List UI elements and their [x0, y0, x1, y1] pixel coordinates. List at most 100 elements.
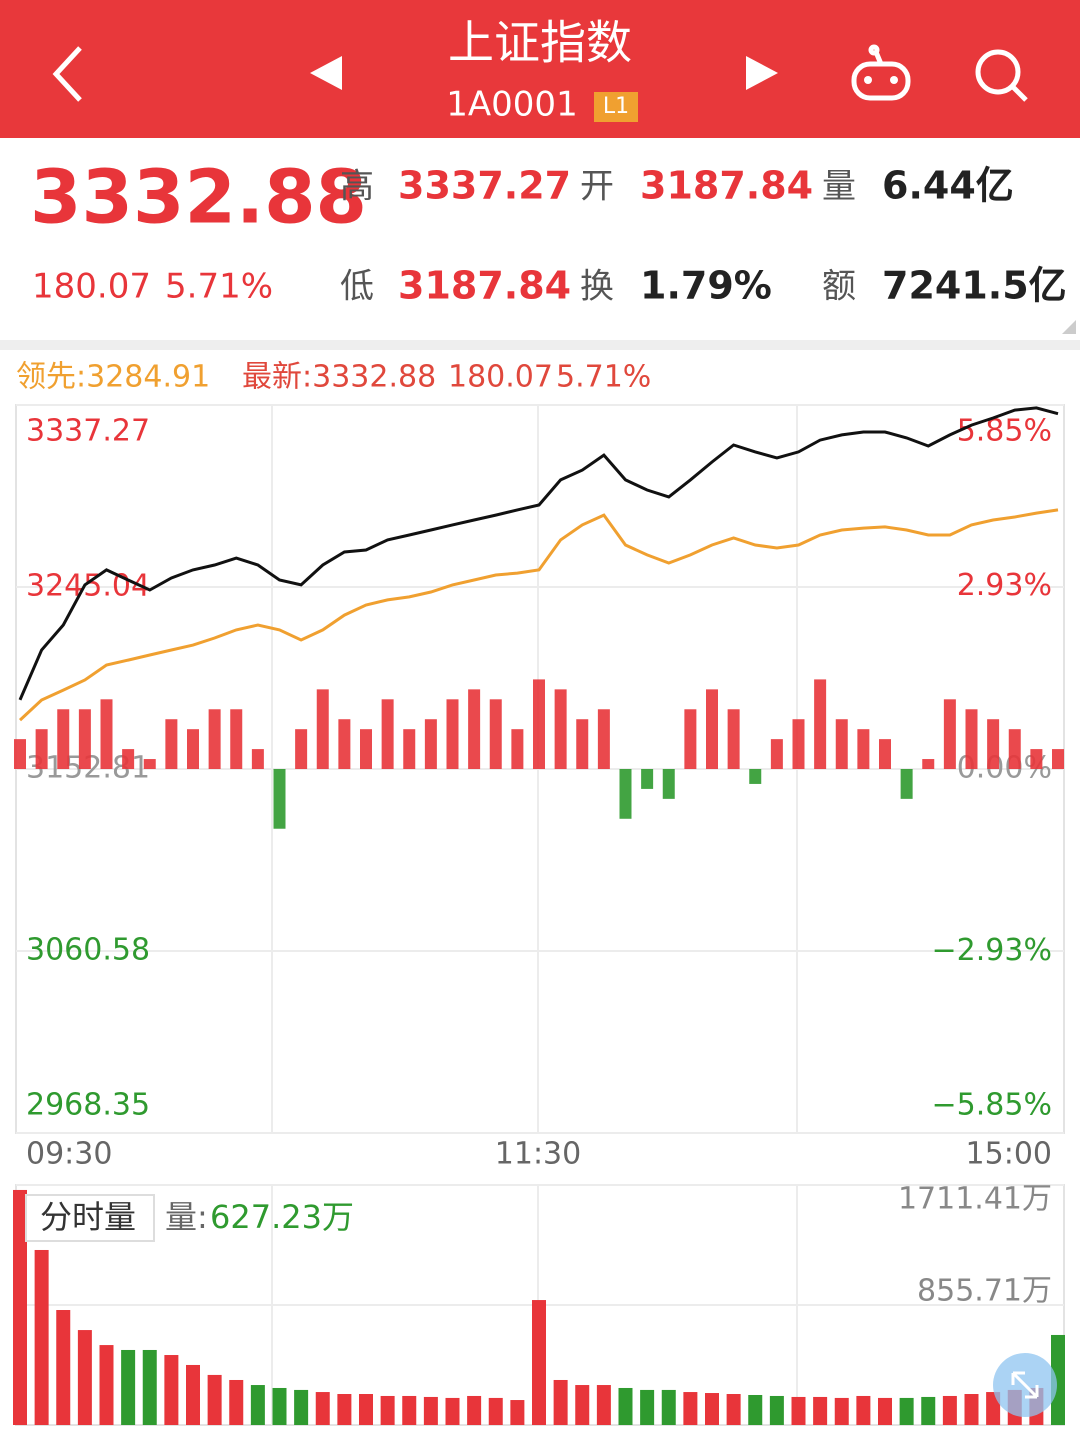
- prev-button[interactable]: [310, 56, 342, 90]
- volume-bar: [56, 1310, 71, 1425]
- volume-bar: [402, 1395, 417, 1425]
- indicator-bar: [78, 709, 91, 769]
- title: 上证指数: [448, 16, 632, 70]
- volume-bar: [726, 1394, 741, 1425]
- robot-button[interactable]: [851, 44, 911, 101]
- volume-bar: [77, 1330, 92, 1425]
- indicator-bar: [1008, 729, 1021, 769]
- x-tick-label: 11:30: [495, 1137, 581, 1172]
- legend-pct: 5.71%: [556, 360, 651, 395]
- indicator-bar: [943, 699, 956, 769]
- indicator-bar: [879, 739, 891, 769]
- expand-icon: [1011, 1371, 1039, 1399]
- change: 180.07: [32, 267, 151, 307]
- volume-bar: [596, 1385, 611, 1425]
- code: 1A0001: [446, 85, 577, 125]
- field-value: 6.44亿: [882, 164, 1014, 208]
- indicator-bar: [619, 769, 632, 819]
- volume-bar: [769, 1395, 784, 1425]
- volume-tick-label: 855.71万: [917, 1273, 1052, 1308]
- pct: 5.71%: [165, 267, 273, 307]
- volume-bar: [359, 1394, 373, 1425]
- indicator-bar: [684, 709, 697, 769]
- volume-bar: [964, 1394, 979, 1425]
- volume-title: 分时量: [40, 1198, 136, 1236]
- volume-bar: [899, 1397, 914, 1425]
- legend-change: 180.07: [448, 360, 553, 395]
- volume-bar: [1051, 1334, 1065, 1425]
- volume-bar: [337, 1394, 352, 1425]
- y-tick-label: 3060.58: [26, 933, 150, 968]
- search-button[interactable]: [975, 49, 1028, 102]
- field-value: 7241.5亿: [882, 264, 1067, 308]
- indicator-bar: [122, 749, 135, 769]
- indicator-bar: [597, 709, 610, 769]
- field-label: 高: [340, 167, 374, 207]
- indicator-bar: [922, 759, 935, 769]
- robot-eye: [864, 76, 872, 84]
- volume-bar: [142, 1349, 157, 1425]
- indicator-bar: [57, 709, 70, 769]
- indicator-bar: [338, 719, 351, 769]
- field-value: 1.79%: [640, 264, 772, 308]
- volume-bar: [878, 1397, 892, 1425]
- field-label: 开: [580, 167, 614, 207]
- indicator-bar: [554, 689, 567, 769]
- indicator-bar: [641, 769, 654, 789]
- volume-bar: [813, 1396, 828, 1425]
- volume-bar: [986, 1392, 1001, 1425]
- indicator-bar: [273, 769, 286, 829]
- volume-bar: [683, 1392, 698, 1425]
- field-value: 3337.27: [398, 164, 571, 208]
- volume-bar: [532, 1300, 546, 1425]
- indicator-bar: [965, 709, 978, 769]
- indicator-bar: [662, 769, 675, 799]
- indicator-bar: [835, 719, 848, 769]
- volume-bar: [272, 1387, 287, 1425]
- volume-bar: [510, 1400, 525, 1425]
- robot-eye: [890, 76, 898, 84]
- price-line: [18, 406, 1059, 701]
- indicator-bar: [770, 739, 783, 769]
- indicator-bar: [468, 689, 481, 769]
- volume-bar: [315, 1392, 330, 1425]
- y-tick-label: 2968.35: [26, 1088, 150, 1123]
- volume-bar: [618, 1387, 633, 1425]
- x-tick-label: 15:00: [966, 1137, 1052, 1172]
- next-button[interactable]: [746, 56, 778, 90]
- volume-bar: [380, 1395, 395, 1425]
- indicator-bar: [792, 719, 805, 769]
- field-value: 3187.84: [640, 164, 813, 208]
- legend-lead: 领先:3284.91: [16, 360, 210, 395]
- volume-bar: [34, 1249, 49, 1425]
- indicator-bar: [230, 709, 243, 769]
- volume-bar: [423, 1396, 438, 1425]
- volume-bar: [921, 1396, 936, 1425]
- back-button[interactable]: [52, 46, 82, 102]
- y2-tick-label: −5.85%: [932, 1088, 1052, 1123]
- volume-bar: [445, 1397, 460, 1425]
- field-label: 量: [822, 167, 856, 207]
- field-value: 3187.84: [398, 264, 571, 308]
- volume-bar: [229, 1379, 244, 1425]
- y2-tick-label: −2.93%: [932, 933, 1052, 968]
- volume-bar: [164, 1355, 179, 1425]
- y-tick-label: 3337.27: [26, 414, 150, 449]
- badge-box: [594, 92, 638, 122]
- volume-bar: [640, 1389, 655, 1425]
- indicator-bar: [533, 679, 545, 769]
- indicator-bar: [165, 719, 178, 769]
- volume-tab[interactable]: [25, 1194, 155, 1242]
- volume-bar: [705, 1393, 719, 1425]
- y2-tick-label: 2.93%: [957, 568, 1052, 603]
- indicator-bar: [100, 699, 113, 769]
- x-tick-label: 09:30: [26, 1137, 112, 1172]
- field-label: 低: [340, 267, 374, 307]
- volume-tick-label: 1711.41万: [898, 1182, 1052, 1217]
- field-label: 额: [822, 267, 856, 307]
- volume-bar: [942, 1395, 957, 1425]
- indicator-bar: [35, 729, 48, 769]
- price: 3332.88: [30, 155, 367, 241]
- indicator-bar: [857, 729, 870, 769]
